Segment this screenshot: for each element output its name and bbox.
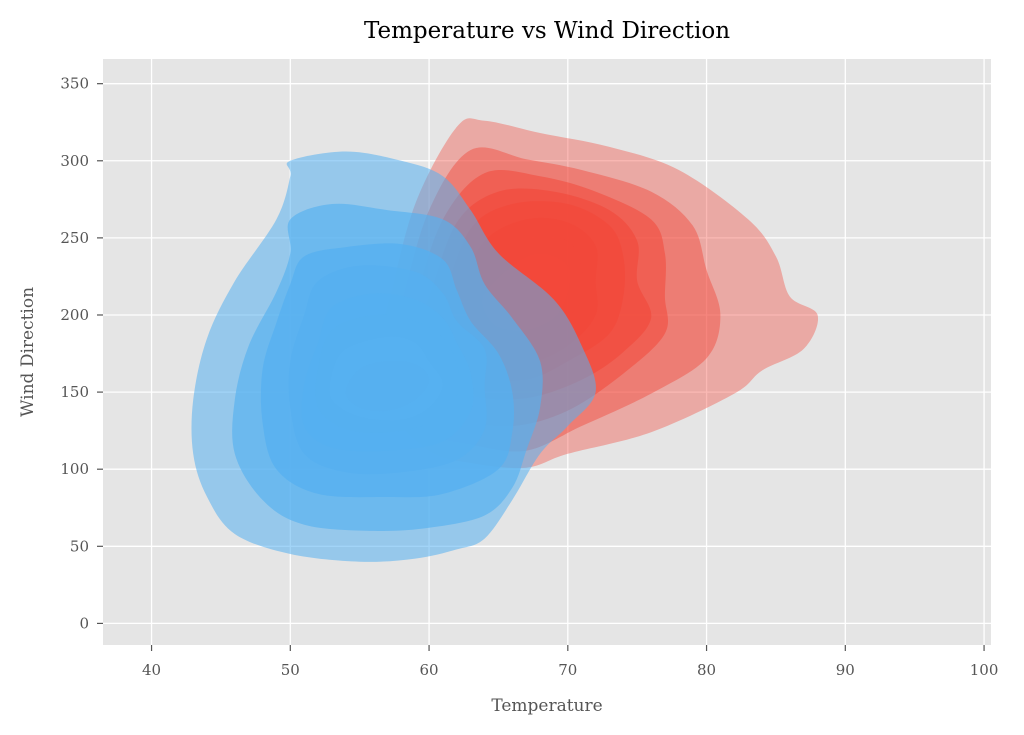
x-tick-label: 100 bbox=[970, 661, 999, 679]
axis-ticks: 40 50 60 70 80 90 100 0 50 100 150 200 250 300 350 bbox=[60, 75, 998, 679]
y-tick-label: 200 bbox=[60, 306, 89, 324]
x-tick-label: 40 bbox=[142, 661, 161, 679]
x-tick-label: 80 bbox=[697, 661, 716, 679]
y-tick-label: 300 bbox=[60, 152, 89, 170]
x-axis-label: Temperature bbox=[491, 696, 602, 716]
contour-level-7 bbox=[345, 361, 430, 412]
x-tick-label: 50 bbox=[281, 661, 300, 679]
y-tick-label: 350 bbox=[60, 75, 89, 93]
y-tick-label: 250 bbox=[60, 229, 89, 247]
density-series-1 bbox=[191, 151, 596, 562]
y-axis-label: Wind Direction bbox=[18, 287, 38, 417]
y-tick-label: 150 bbox=[60, 383, 89, 401]
y-tick-label: 50 bbox=[70, 537, 89, 555]
x-tick-label: 70 bbox=[558, 661, 577, 679]
density-contours bbox=[191, 118, 819, 562]
y-tick-label: 100 bbox=[60, 460, 89, 478]
x-tick-label: 90 bbox=[836, 661, 855, 679]
chart-title: Temperature vs Wind Direction bbox=[364, 18, 730, 44]
x-tick-label: 60 bbox=[420, 661, 439, 679]
y-tick-label: 0 bbox=[79, 614, 89, 632]
